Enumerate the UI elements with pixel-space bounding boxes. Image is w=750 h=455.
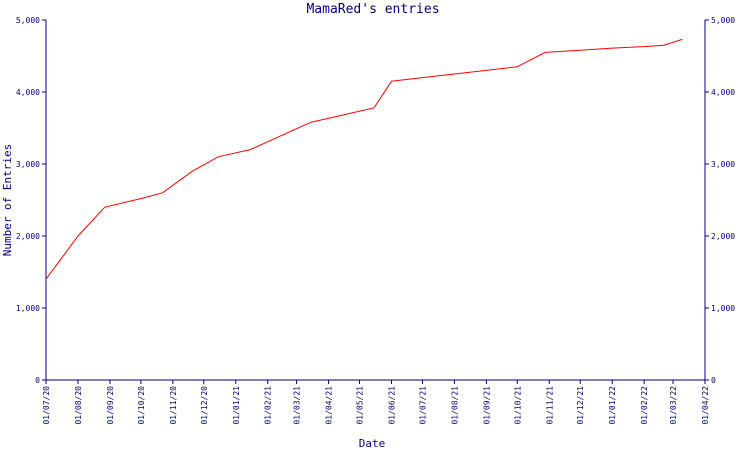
x-tick-label: 01/10/20 — [137, 386, 146, 425]
x-tick-label: 01/11/20 — [169, 386, 178, 425]
x-tick-label: 01/05/21 — [356, 386, 365, 425]
x-tick-label: 01/01/21 — [232, 386, 241, 425]
y-tick-label-left: 4,000 — [16, 88, 40, 97]
y-tick-label-right: 2,000 — [711, 232, 735, 241]
x-tick-label: 01/11/21 — [545, 386, 554, 425]
x-tick-label: 01/10/21 — [513, 386, 522, 425]
x-tick-label: 01/01/22 — [608, 386, 617, 425]
x-axis: 01/07/20 01/08/20 01/09/20 01/10/20 01/11/20… — [42, 380, 710, 425]
x-tick-label: 01/03/22 — [669, 386, 678, 425]
x-tick-label: 01/08/21 — [450, 386, 459, 425]
y-axis-label: Number of Entries — [1, 144, 14, 257]
x-tick-label: 01/12/20 — [200, 386, 209, 425]
series-group — [45, 38, 683, 280]
y-axis-left: 0 1,000 2,000 3,000 4,000 5,000 — [16, 16, 46, 385]
y-tick-label-right: 1,000 — [711, 304, 735, 313]
y-tick-label-right: 5,000 — [711, 16, 735, 25]
x-tick-label: 01/04/21 — [325, 386, 334, 425]
y-tick-label-left: 5,000 — [16, 16, 40, 25]
y-tick-label-right: 4,000 — [711, 88, 735, 97]
x-tick-label: 01/04/22 — [701, 386, 710, 425]
y-axis-right: 0 1,000 2,000 3,000 4,000 5,000 — [705, 16, 735, 385]
x-tick-label: 01/07/21 — [418, 386, 427, 425]
x-tick-label: 01/07/20 — [42, 386, 51, 425]
y-tick-label-left: 1,000 — [16, 304, 40, 313]
x-tick-label: 01/09/20 — [106, 386, 115, 425]
y-tick-label-left: 0 — [35, 376, 40, 385]
x-tick-label: 01/06/21 — [387, 386, 396, 425]
x-tick-label: 01/02/22 — [640, 386, 649, 425]
x-tick-label: 01/09/21 — [482, 386, 491, 425]
axes — [45, 20, 706, 381]
x-tick-label: 01/03/21 — [293, 386, 302, 425]
x-tick-label: 01/12/21 — [576, 386, 585, 425]
y-tick-label-right: 0 — [711, 376, 716, 385]
series-line — [45, 38, 683, 280]
x-tick-label: 01/02/21 — [264, 386, 273, 425]
y-tick-label-right: 3,000 — [711, 160, 735, 169]
chart-title: MamaRed's entries — [306, 2, 439, 17]
x-axis-label: Date — [359, 437, 386, 450]
y-tick-label-left: 2,000 — [16, 232, 40, 241]
y-tick-label-left: 3,000 — [16, 160, 40, 169]
x-tick-label: 01/08/20 — [74, 386, 83, 425]
